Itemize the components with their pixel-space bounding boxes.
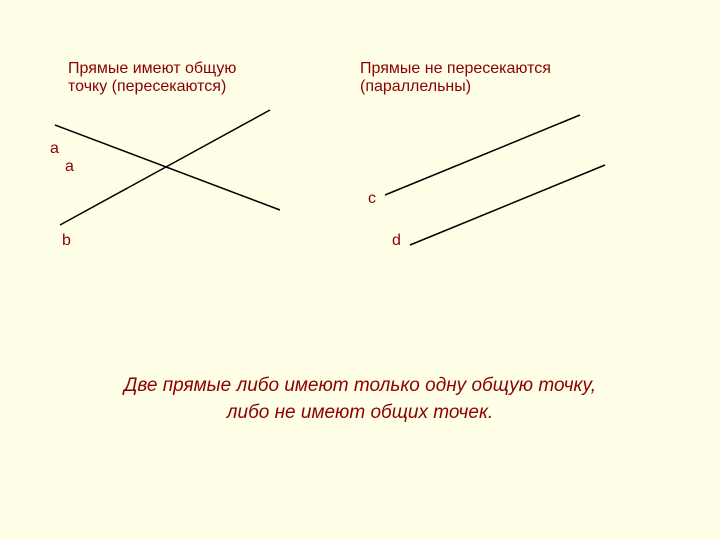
right-line-c [385, 115, 580, 195]
right-label-d: d [392, 232, 401, 250]
left-title: Прямые имеют общую точку (пересекаются) [68, 60, 236, 96]
conclusion-line-2: либо не имеют общих точек. [0, 402, 720, 424]
right-title: Прямые не пересекаются (параллельны) [360, 60, 551, 96]
left-label-a2: a [65, 158, 74, 176]
left-label-b: b [62, 232, 71, 250]
left-line-2 [60, 110, 270, 225]
slide-root: Прямые имеют общую точку (пересекаются) … [0, 0, 720, 540]
left-line-1 [55, 125, 280, 210]
right-line-d [410, 165, 605, 245]
conclusion-line-1: Две прямые либо имеют только одну общую … [0, 375, 720, 397]
left-label-a1: a [50, 140, 59, 158]
right-label-c: c [368, 190, 376, 208]
